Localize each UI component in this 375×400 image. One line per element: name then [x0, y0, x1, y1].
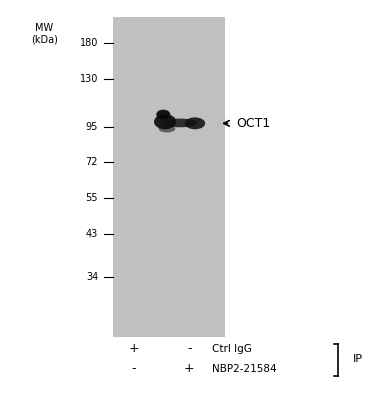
- Ellipse shape: [162, 118, 198, 127]
- Text: -: -: [131, 362, 136, 375]
- Ellipse shape: [156, 110, 170, 120]
- Text: MW
(kDa): MW (kDa): [31, 23, 58, 45]
- Ellipse shape: [185, 117, 205, 129]
- Text: 130: 130: [80, 74, 98, 84]
- Text: +: +: [128, 342, 139, 356]
- Text: 180: 180: [80, 38, 98, 48]
- Text: -: -: [187, 342, 192, 356]
- Text: +: +: [184, 362, 195, 375]
- Text: NBP2-21584: NBP2-21584: [212, 364, 276, 374]
- Text: 34: 34: [86, 272, 98, 282]
- Bar: [113, 17, 225, 337]
- Text: 95: 95: [86, 122, 98, 132]
- Ellipse shape: [159, 125, 176, 132]
- Text: Ctrl IgG: Ctrl IgG: [212, 344, 252, 354]
- Text: IP: IP: [353, 354, 363, 364]
- Text: OCT1: OCT1: [236, 117, 270, 130]
- Text: 72: 72: [86, 157, 98, 167]
- Text: 43: 43: [86, 229, 98, 239]
- Ellipse shape: [154, 114, 176, 129]
- Text: 55: 55: [86, 193, 98, 203]
